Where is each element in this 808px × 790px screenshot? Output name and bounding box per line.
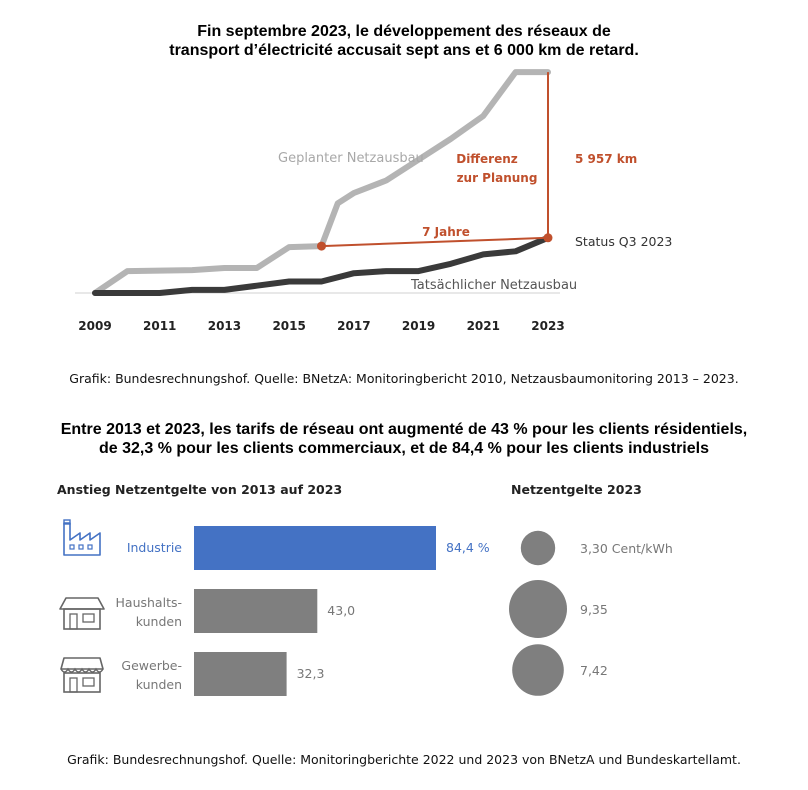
house-icon bbox=[59, 597, 105, 610]
bubble-chart-title: Netzentgelte 2023 bbox=[511, 482, 642, 497]
actual-series-line bbox=[92, 234, 551, 296]
bar bbox=[194, 526, 436, 570]
bottom-charts-title-line2: de 32,3 % pour les clients commerciaux, … bbox=[98, 440, 709, 457]
planned-series-line bbox=[92, 69, 551, 296]
shop-icon bbox=[69, 677, 78, 693]
shop-icon bbox=[82, 677, 95, 687]
x-tick-label: 2011 bbox=[143, 319, 176, 333]
x-tick-label: 2017 bbox=[337, 319, 370, 333]
status-point bbox=[543, 233, 553, 243]
difference-label: Differenz bbox=[456, 152, 518, 166]
category-label: Haushalts- bbox=[116, 595, 182, 610]
x-tick-label: 2015 bbox=[272, 319, 305, 333]
bar-value-label: 43,0 bbox=[327, 603, 355, 618]
factory-icon bbox=[69, 544, 75, 550]
difference-label: zur Planung bbox=[457, 171, 538, 185]
x-tick-label: 2023 bbox=[531, 319, 564, 333]
bubble bbox=[520, 530, 556, 566]
bar-value-label: 84,4 % bbox=[446, 540, 490, 555]
bottom-charts-title: Entre 2013 et 2023, les tarifs de réseau… bbox=[0, 420, 808, 458]
factory-icon bbox=[63, 519, 71, 525]
bar bbox=[194, 589, 318, 633]
category-label: Gewerbe- bbox=[121, 658, 182, 673]
bubble bbox=[509, 580, 567, 638]
bubble-value-label: 7,42 bbox=[580, 663, 608, 678]
planned-series-label: Geplanter Netzausbau bbox=[278, 151, 424, 166]
category-label: kunden bbox=[136, 677, 182, 692]
x-tick-label: 2013 bbox=[208, 319, 241, 333]
category-label: Industrie bbox=[127, 540, 182, 555]
house-icon bbox=[63, 608, 101, 630]
shop-icon bbox=[60, 667, 104, 673]
x-tick-label: 2021 bbox=[467, 319, 500, 333]
shop-icon bbox=[60, 657, 104, 670]
x-tick-label: 2019 bbox=[402, 319, 435, 333]
factory-icon bbox=[63, 522, 101, 556]
bottom-charts-title-line1: Entre 2013 et 2023, les tarifs de réseau… bbox=[60, 421, 748, 438]
factory-icon bbox=[78, 544, 84, 550]
actual-series-label: Tatsächlicher Netzausbau bbox=[410, 278, 577, 293]
bubble-value-label: 3,30 Cent/kWh bbox=[580, 541, 673, 556]
delay-years-line bbox=[321, 236, 549, 248]
shop-icon bbox=[63, 672, 101, 693]
gap-km-label: 5 957 km bbox=[575, 152, 637, 166]
delay-years-label: 7 Jahre bbox=[422, 225, 470, 239]
top-chart-source: Grafik: Bundesrechnungshof. Quelle: BNet… bbox=[69, 371, 739, 386]
bar bbox=[194, 652, 287, 696]
house-icon bbox=[82, 613, 95, 623]
category-label: kunden bbox=[136, 614, 182, 629]
bottom-charts-source: Grafik: Bundesrechnungshof. Quelle: Moni… bbox=[67, 752, 741, 767]
status-label: Status Q3 2023 bbox=[575, 234, 672, 249]
house-icon bbox=[69, 613, 78, 630]
top-chart-title-line1: Fin septembre 2023, le développement des… bbox=[197, 23, 611, 40]
bar-chart-title: Anstieg Netzentgelte von 2013 auf 2023 bbox=[57, 482, 342, 497]
factory-icon bbox=[87, 544, 93, 550]
top-chart-title: Fin septembre 2023, le développement des… bbox=[0, 22, 808, 60]
delay-start-point bbox=[317, 241, 326, 251]
bubble-value-label: 9,35 bbox=[580, 602, 608, 617]
top-chart-title-line2: transport d’électricité accusait sept an… bbox=[169, 42, 639, 59]
x-tick-label: 2009 bbox=[78, 319, 111, 333]
bubble bbox=[512, 644, 564, 696]
bar-value-label: 32,3 bbox=[297, 666, 325, 681]
